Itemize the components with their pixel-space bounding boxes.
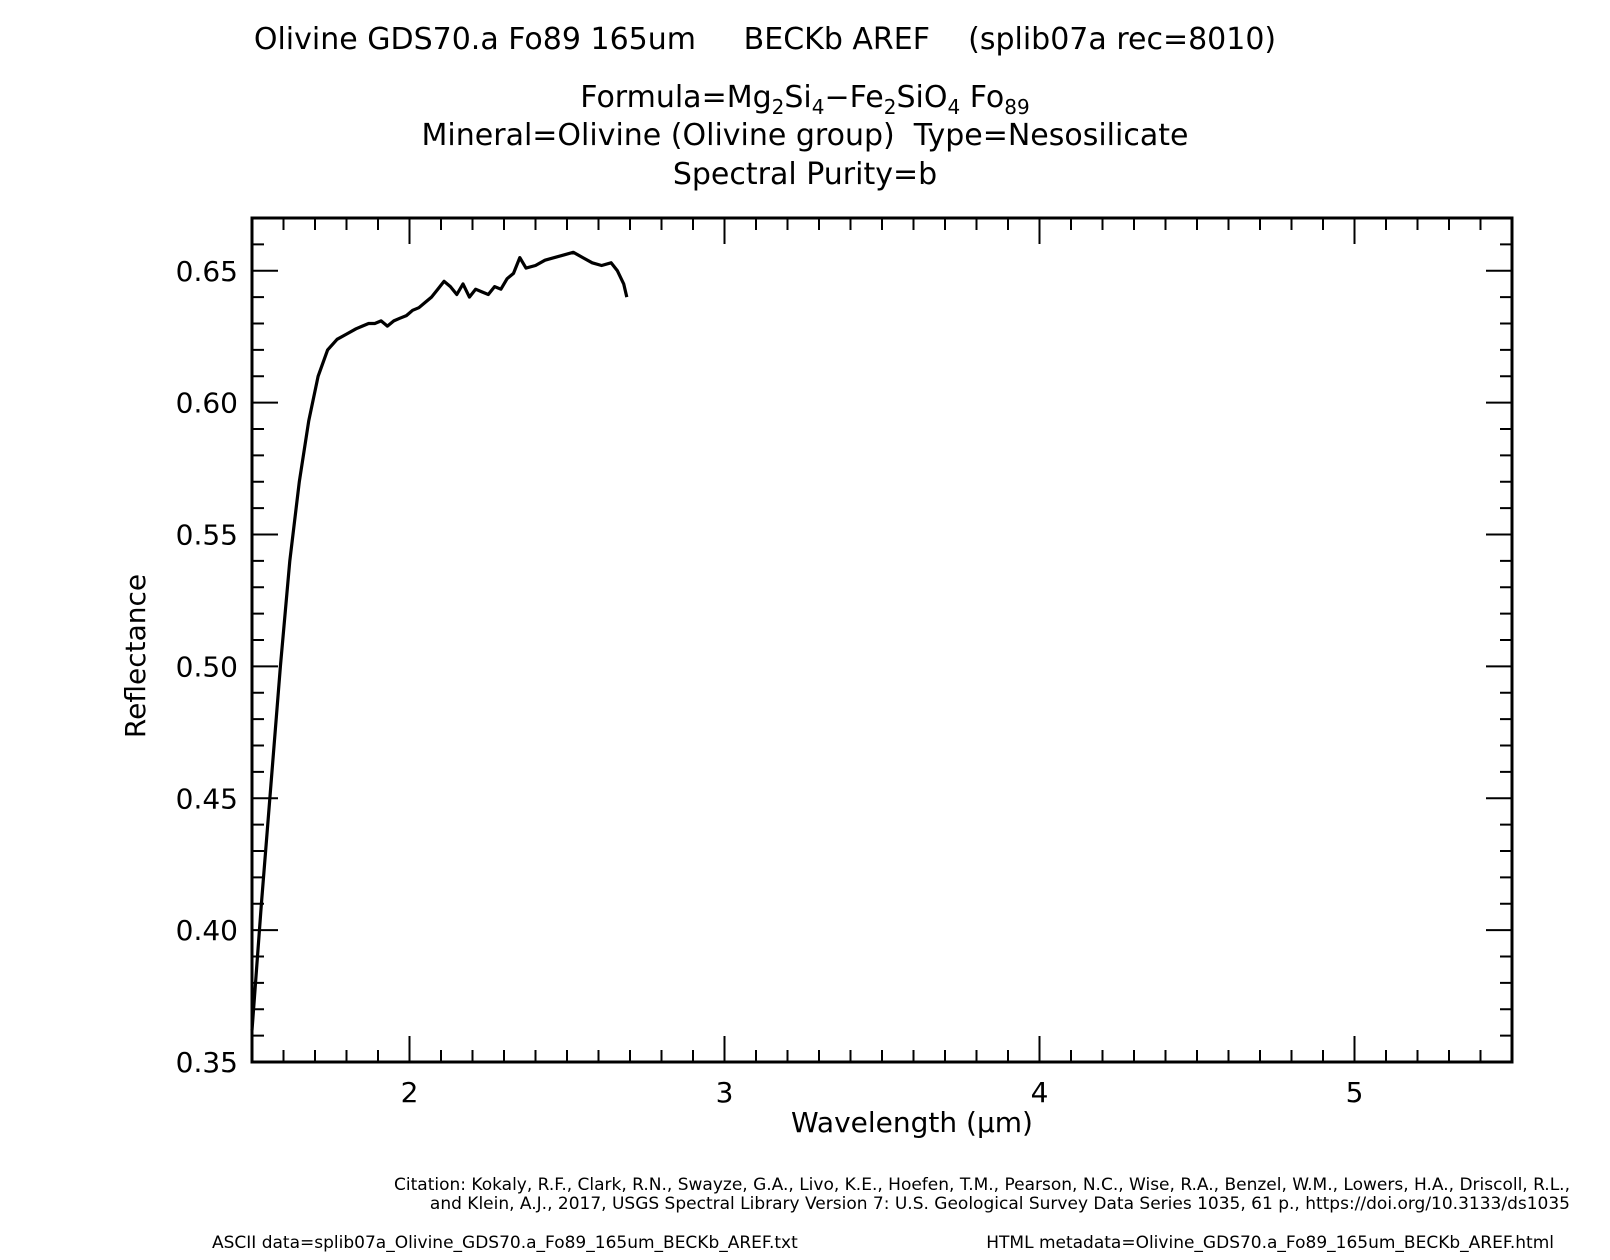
y-tick-label: 0.60 — [176, 387, 238, 420]
tick-labels: 2 3 4 5 0.35 0.40 0.45 0.50 0.55 0.60 0.65 — [176, 255, 1364, 1109]
y-tick-label: 0.55 — [176, 519, 238, 552]
formula-sub-2: 4 — [811, 95, 825, 119]
axis-ticks — [251, 217, 1513, 1063]
y-tick-label: 0.50 — [176, 650, 238, 683]
ascii-data-filename: ASCII data=splib07a_Olivine_GDS70.a_Fo89… — [212, 1233, 798, 1253]
y-tick-label: 0.45 — [176, 782, 238, 815]
formula-sub-1: 2 — [771, 95, 785, 119]
formula-line: Formula=Mg2Si4−Fe2SiO4 Fo89 — [0, 80, 1610, 119]
reflectance-series-line — [250, 250, 629, 1031]
formula-sub-4: 4 — [947, 95, 961, 119]
mineral-line: Mineral=Olivine (Olivine group) Type=Nes… — [421, 118, 1189, 153]
formula-mid-4: Fo — [960, 80, 1005, 115]
y-tick-label: 0.65 — [176, 255, 238, 288]
formula-sub-5: 89 — [1004, 95, 1030, 119]
plot-frame — [250, 216, 1514, 1064]
html-metadata-filename: HTML metadata=Olivine_GDS70.a_Fo89_165um… — [986, 1233, 1554, 1253]
formula-mid-1: Si — [784, 80, 812, 115]
formula-mid-3: SiO — [896, 80, 948, 115]
x-axis-label: Wavelength (μm) — [791, 1106, 1033, 1139]
y-axis-label: Reflectance — [119, 574, 152, 738]
formula-prefix: Formula=Mg — [580, 80, 772, 115]
chart-title: Olivine GDS70.a Fo89 165um BECKb AREF (s… — [253, 22, 1277, 57]
x-tick-label: 4 — [1031, 1076, 1049, 1109]
x-tick-label: 5 — [1346, 1076, 1364, 1109]
formula-mid-2: −Fe — [824, 80, 884, 115]
citation-line-2: and Klein, A.J., 2017, USGS Spectral Lib… — [429, 1194, 1570, 1214]
y-tick-label: 0.35 — [176, 1046, 238, 1079]
y-tick-label: 0.40 — [176, 914, 238, 947]
citation-line-1: Citation: Kokaly, R.F., Clark, R.N., Swa… — [394, 1175, 1570, 1195]
x-tick-label: 3 — [716, 1076, 734, 1109]
x-tick-label: 2 — [401, 1076, 419, 1109]
formula-sub-3: 2 — [883, 95, 897, 119]
spectral-purity-line: Spectral Purity=b — [672, 157, 938, 192]
